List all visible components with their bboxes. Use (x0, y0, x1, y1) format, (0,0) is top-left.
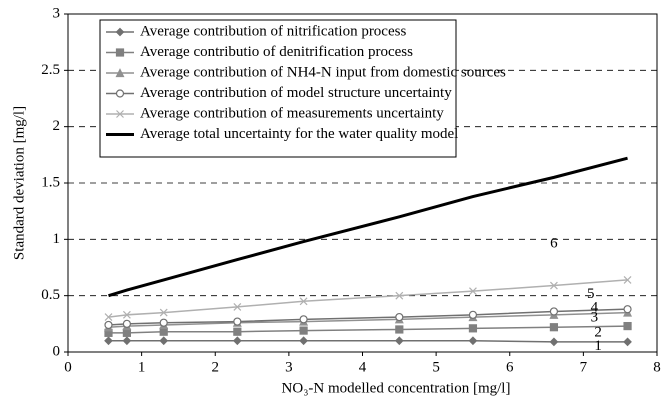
y-tick-label: 0.5 (41, 287, 60, 303)
marker (468, 324, 478, 333)
x-tick-label: 7 (580, 359, 588, 375)
marker (550, 281, 558, 290)
marker (122, 310, 131, 319)
marker (549, 307, 559, 316)
x-tick-label: 6 (506, 359, 514, 375)
marker (469, 287, 477, 296)
marker (623, 321, 632, 331)
annotation: 6 (550, 235, 558, 251)
marker (115, 48, 125, 57)
marker (104, 336, 113, 346)
marker (299, 326, 308, 335)
marker (623, 275, 632, 284)
series-line (108, 339, 628, 343)
marker (104, 313, 113, 321)
marker (104, 320, 113, 330)
marker (394, 336, 404, 346)
marker (299, 336, 308, 346)
y-axis-label: Standard deviation [mg/l] (11, 106, 27, 260)
annotation: 1 (594, 338, 602, 354)
marker (116, 110, 124, 118)
annotation: 2 (594, 324, 602, 340)
series-line (108, 325, 628, 334)
marker (549, 323, 559, 332)
marker (159, 336, 169, 346)
marker (468, 336, 478, 346)
annotation: 3 (591, 310, 599, 326)
marker (122, 336, 132, 346)
legend-box (99, 19, 457, 158)
marker (122, 328, 132, 337)
marker (122, 319, 132, 328)
y-tick-label: 3 (53, 5, 61, 21)
y-tick-label: 0 (53, 343, 61, 359)
marker (233, 327, 242, 336)
marker (395, 312, 404, 322)
y-tick-label: 2 (53, 118, 61, 134)
marker (159, 318, 168, 327)
marker (115, 27, 125, 37)
x-tick-label: 4 (359, 359, 367, 375)
marker (468, 310, 478, 319)
legend-label: Average contribution of NH4-N input from… (140, 64, 506, 80)
marker (233, 303, 242, 311)
x-tick-label: 5 (432, 359, 440, 375)
marker (299, 315, 308, 324)
x-tick-label: 8 (653, 359, 661, 375)
legend-label: Average contributio of denitrification p… (140, 44, 413, 60)
marker (623, 305, 632, 314)
marker (623, 337, 632, 347)
annotation: 5 (587, 286, 595, 302)
marker (549, 337, 559, 347)
x-tick-label: 1 (138, 359, 146, 375)
y-tick-label: 1 (53, 231, 61, 247)
x-tick-label: 0 (64, 359, 72, 375)
plot-frame (67, 13, 658, 353)
legend-label: Average contribution of model structure … (140, 85, 452, 101)
series-line (108, 156, 628, 298)
marker (233, 317, 242, 326)
marker (159, 327, 168, 336)
x-tick-label: 2 (212, 359, 220, 375)
marker (115, 68, 125, 78)
annotation: 4 (591, 299, 599, 315)
series-line (108, 311, 628, 328)
legend-label: Average contribution of measurements unc… (140, 105, 444, 121)
x-tick-label: 3 (285, 359, 293, 375)
legend-label: Average total uncertainty for the water … (140, 126, 458, 142)
legend-label: Average contribution of nitrification pr… (140, 23, 406, 39)
marker (299, 297, 308, 306)
marker (115, 89, 125, 98)
y-tick-label: 1.5 (41, 174, 60, 190)
marker (232, 336, 242, 346)
marker (395, 325, 404, 334)
x-axis-label: NO₃-N modelled concentration [mg/l] (282, 380, 511, 396)
legend: Average contribution of nitrification pr… (99, 19, 506, 158)
marker (159, 308, 168, 317)
y-tick-label: 2.5 (41, 62, 60, 78)
marker (395, 291, 404, 300)
